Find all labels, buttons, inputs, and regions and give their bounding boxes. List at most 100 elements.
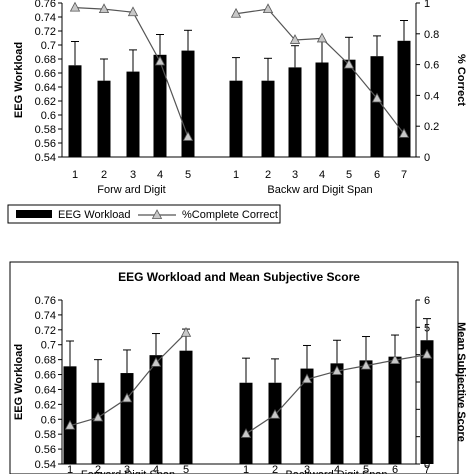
x-tick-label: 4 bbox=[157, 169, 163, 181]
bar bbox=[388, 356, 402, 464]
legend-bar-swatch bbox=[16, 210, 52, 218]
bar bbox=[239, 382, 253, 464]
x-tick-label: 1 bbox=[233, 169, 239, 181]
bar bbox=[153, 54, 167, 157]
line-point bbox=[121, 392, 133, 403]
x-tick-label: 4 bbox=[319, 169, 325, 181]
line-point bbox=[127, 6, 139, 17]
y-tick-label: 0.66 bbox=[35, 68, 56, 80]
line-point bbox=[398, 128, 410, 138]
bar bbox=[181, 50, 195, 157]
y-tick-label: 0.6 bbox=[41, 110, 56, 122]
x-tick-label: 2 bbox=[265, 169, 271, 181]
x-tick-label: 5 bbox=[183, 464, 189, 474]
x-tick-label: 1 bbox=[67, 464, 73, 474]
line-point bbox=[180, 326, 192, 337]
line-point bbox=[371, 92, 383, 103]
line-point bbox=[289, 34, 301, 44]
line-point bbox=[316, 32, 328, 43]
bar bbox=[397, 40, 411, 157]
x-tick-label: 3 bbox=[304, 464, 310, 474]
y-axis-label: EEG Workload bbox=[13, 344, 25, 420]
x-tick-label: 3 bbox=[292, 169, 298, 181]
line-point bbox=[389, 354, 401, 365]
y-tick-label: 0.64 bbox=[35, 82, 56, 94]
y-tick-label: 0.62 bbox=[35, 96, 56, 108]
bar bbox=[359, 360, 373, 464]
bar bbox=[68, 65, 82, 157]
legend-label: EEG Workload bbox=[58, 209, 131, 221]
y-tick-label: 0.7 bbox=[41, 340, 56, 352]
group-label: Backw ard Digit Span bbox=[267, 184, 372, 196]
x-tick-label: 5 bbox=[185, 169, 191, 181]
y-tick-label: 0.76 bbox=[35, 0, 56, 10]
y2-tick-label: 0.2 bbox=[424, 121, 439, 133]
bar bbox=[91, 382, 105, 464]
y2-tick-label: 0 bbox=[424, 459, 430, 471]
bar bbox=[370, 56, 384, 158]
y-tick-label: 0.66 bbox=[35, 370, 56, 382]
line-point bbox=[230, 7, 242, 18]
bar bbox=[229, 80, 243, 157]
bar bbox=[315, 62, 329, 157]
y-tick-label: 0.7 bbox=[41, 40, 56, 52]
x-tick-label: 3 bbox=[124, 464, 130, 474]
bar bbox=[126, 71, 140, 157]
line-point bbox=[343, 58, 355, 69]
y2-tick-label: 0.4 bbox=[424, 90, 439, 102]
bar bbox=[330, 363, 344, 464]
y2-tick-label: 0.8 bbox=[424, 29, 439, 41]
line-point bbox=[150, 357, 162, 367]
y-tick-label: 0.68 bbox=[35, 355, 56, 367]
bar bbox=[179, 350, 193, 464]
y2-axis-label: % Correct bbox=[455, 54, 467, 106]
chart-frame bbox=[9, 261, 459, 474]
line-point bbox=[331, 365, 343, 375]
x-tick-label: 2 bbox=[272, 464, 278, 474]
y-tick-label: 0.62 bbox=[35, 399, 56, 411]
bar bbox=[300, 368, 314, 464]
y-tick-label: 0.56 bbox=[35, 138, 56, 150]
y-tick-label: 0.68 bbox=[35, 54, 56, 66]
y-tick-label: 0.56 bbox=[35, 444, 56, 456]
x-tick-label: 5 bbox=[346, 169, 352, 181]
y-tick-label: 0.58 bbox=[35, 124, 56, 136]
line-point bbox=[262, 3, 274, 14]
group-label: Forw ard Digit bbox=[97, 184, 165, 196]
legend-box bbox=[7, 204, 281, 224]
legend-line-marker bbox=[151, 209, 163, 219]
x-tick-label: 6 bbox=[374, 169, 380, 181]
y2-tick-label: 1 bbox=[424, 0, 430, 10]
y-tick-label: 0.74 bbox=[35, 310, 56, 322]
x-tick-label: 3 bbox=[130, 169, 136, 181]
line-point bbox=[182, 131, 194, 141]
x-tick-label: 7 bbox=[424, 464, 430, 474]
line-point bbox=[98, 3, 110, 14]
legend-label: %Complete Correct bbox=[182, 209, 278, 221]
x-tick-label: 2 bbox=[95, 464, 101, 474]
y2-tick-label: 0 bbox=[424, 152, 430, 164]
line-point bbox=[240, 428, 252, 438]
x-tick-label: 2 bbox=[101, 169, 107, 181]
y2-tick-label: 0.6 bbox=[424, 60, 439, 72]
line-point bbox=[69, 1, 81, 12]
y-tick-label: 0.64 bbox=[35, 384, 56, 396]
x-tick-label: 4 bbox=[334, 464, 340, 474]
x-tick-label: 4 bbox=[153, 464, 159, 474]
y-tick-label: 0.72 bbox=[35, 325, 56, 337]
x-tick-label: 1 bbox=[72, 169, 78, 181]
y-tick-label: 0.58 bbox=[35, 429, 56, 441]
line-point bbox=[154, 55, 166, 66]
bar bbox=[268, 382, 282, 464]
y-tick-label: 0.74 bbox=[35, 12, 56, 24]
x-tick-label: 1 bbox=[243, 464, 249, 474]
line-point bbox=[64, 419, 76, 430]
bar bbox=[97, 80, 111, 157]
x-tick-label: 6 bbox=[392, 464, 398, 474]
line-point bbox=[360, 359, 372, 370]
y2-tick-label: 6 bbox=[424, 295, 430, 307]
bar bbox=[420, 340, 434, 464]
bar bbox=[149, 355, 163, 464]
